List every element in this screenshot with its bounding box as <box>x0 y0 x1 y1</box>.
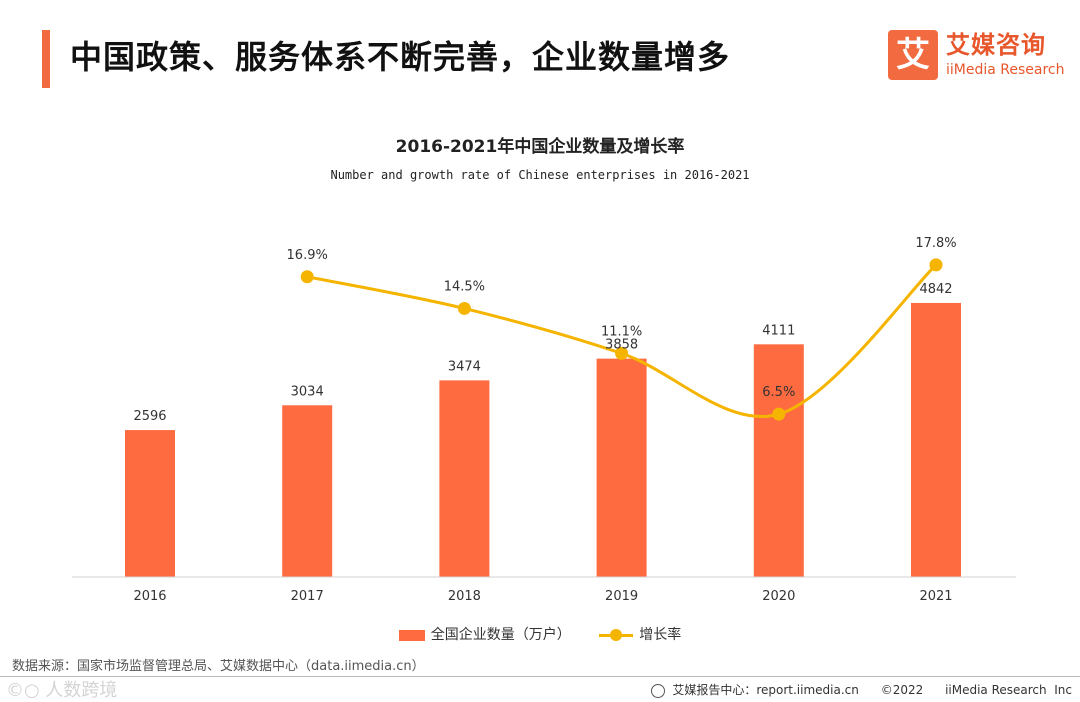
growth-point-2019 <box>615 346 629 360</box>
x-tick-2018: 2018 <box>448 589 481 604</box>
bar-value-label-2019: 3858 <box>605 338 638 353</box>
bar-value-label-2018: 3474 <box>448 359 481 374</box>
growth-label-2020: 6.5% <box>762 385 795 400</box>
legend-line-swatch <box>599 629 634 641</box>
bar-2020 <box>753 344 804 577</box>
logo-en-text: iiMedia Research <box>946 62 1065 78</box>
footer-info: 艾媒报告中心：report.iimedia.cn ©2022 iiMedia R… <box>651 681 1072 698</box>
bar-value-label-2021: 4842 <box>919 282 952 297</box>
growth-point-2020 <box>772 407 786 421</box>
bar-value-label-2016: 2596 <box>133 409 166 424</box>
x-tick-2017: 2017 <box>291 589 324 604</box>
footer-copyright: ©2022 <box>880 683 924 697</box>
growth-point-2021 <box>929 258 943 272</box>
watermark: ©○ 人数跨境 <box>6 680 118 701</box>
growth-point-2018 <box>457 301 471 315</box>
x-tick-2020: 2020 <box>762 589 795 604</box>
x-tick-2021: 2021 <box>919 589 952 604</box>
legend-bar-label: 全国企业数量（万户） <box>430 627 571 643</box>
bar-2018 <box>439 380 490 577</box>
legend-item-growth: 增长率 <box>599 624 681 644</box>
footer-divider <box>0 676 1080 677</box>
bar-2017 <box>282 405 333 577</box>
x-tick-2019: 2019 <box>605 589 638 604</box>
x-tick-2016: 2016 <box>133 589 166 604</box>
logo-mark: 艾 <box>888 30 938 80</box>
globe-icon <box>651 683 666 698</box>
page-title: 中国政策、服务体系不断完善，企业数量增多 <box>70 38 731 76</box>
footer-report-link[interactable]: 艾媒报告中心：report.iimedia.cn <box>672 683 859 697</box>
growth-label-2019: 11.1% <box>601 324 642 339</box>
enterprise-chart: 2596 2016 3034 2017 3474 2018 3858 2019 4111 2020… <box>72 236 1016 604</box>
chart-subtitle: Number and growth rate of Chinese enterp… <box>330 168 750 182</box>
bar-value-label-2020: 4111 <box>762 323 795 338</box>
chart-legend: 全国企业数量（万户） 增长率 <box>0 624 1080 644</box>
bar-value-label-2017: 3034 <box>291 384 324 399</box>
bar-2019 <box>596 358 647 577</box>
logo-cn-text: 艾媒咨询 <box>946 31 1046 59</box>
legend-bar-swatch <box>398 629 425 641</box>
chart-title: 2016-2021年中国企业数量及增长率 <box>395 137 685 157</box>
legend-line-label: 增长率 <box>639 627 682 643</box>
growth-label-2021: 17.8% <box>915 236 956 251</box>
growth-rate-line <box>306 263 938 418</box>
footer-company: iiMedia Research Inc <box>945 683 1072 697</box>
bar-2021 <box>911 302 961 577</box>
growth-label-2017: 16.9% <box>287 248 328 263</box>
bar-2016 <box>125 430 175 577</box>
growth-point-2017 <box>300 270 314 284</box>
legend-item-enterprises: 全国企业数量（万户） <box>398 624 571 644</box>
title-accent-bar <box>42 30 50 88</box>
growth-label-2018: 14.5% <box>444 279 485 294</box>
data-source: 数据来源：国家市场监督管理总局、艾媒数据中心（data.iimedia.cn） <box>12 659 425 674</box>
brand-logo: 艾 艾媒咨询 iiMedia Research <box>888 30 1068 82</box>
